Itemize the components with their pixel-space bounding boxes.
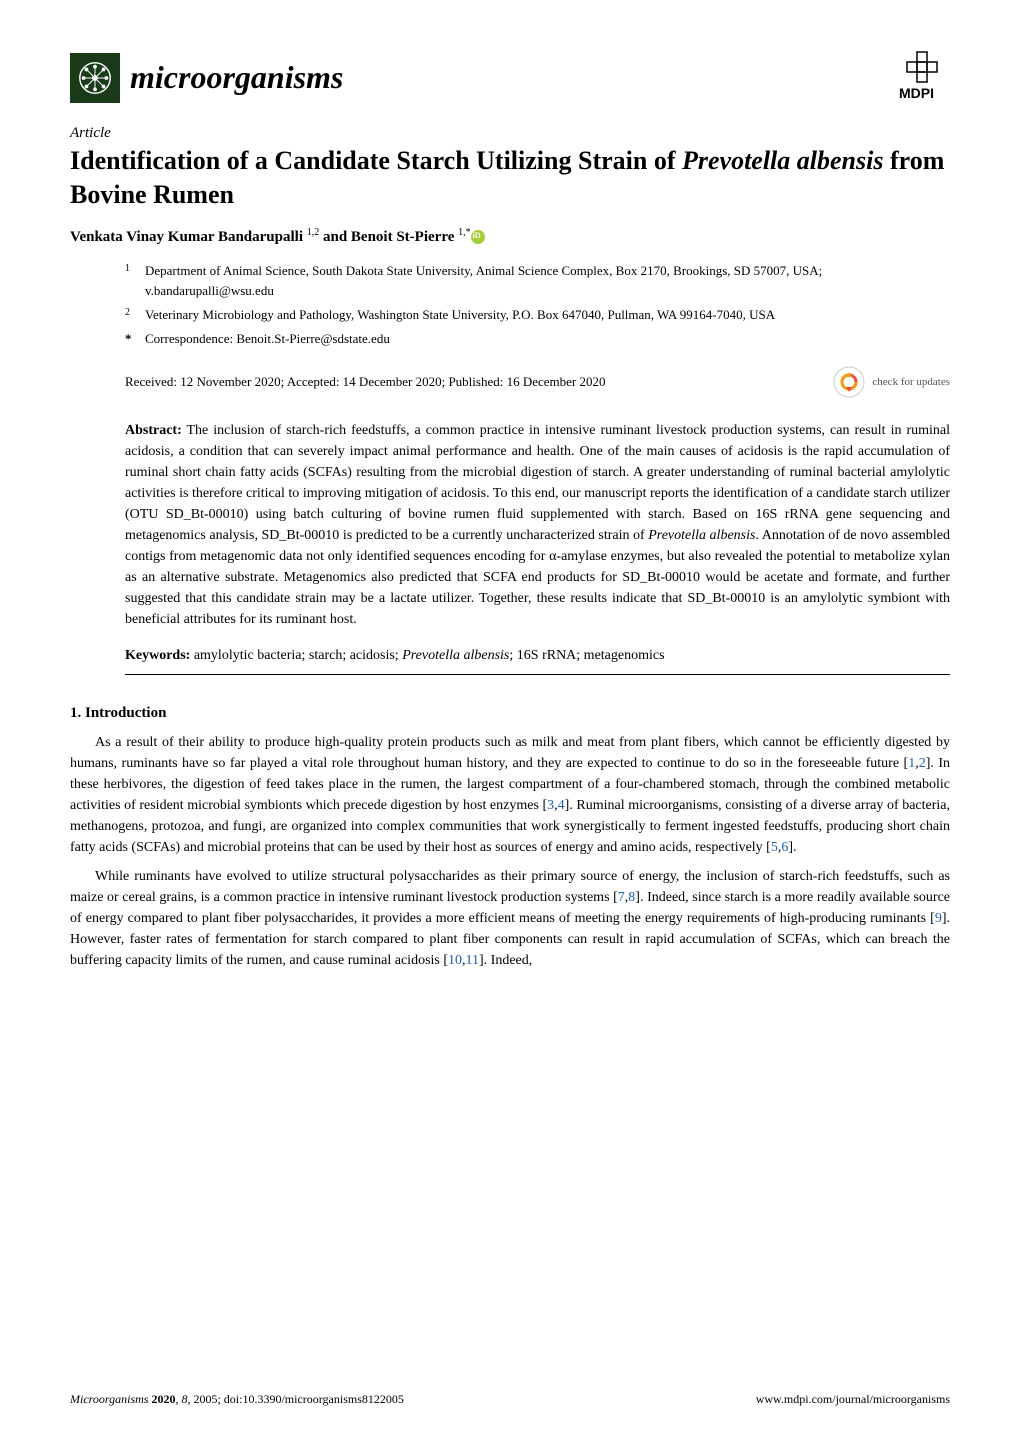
footer-journal: Microorganisms	[70, 1392, 151, 1406]
abstract-text: Abstract: The inclusion of starch-rich f…	[125, 420, 950, 630]
author2-sup: 1,	[458, 227, 466, 238]
author1-sup: 1,2	[307, 227, 320, 238]
title-italic: Prevotella albensis	[682, 146, 883, 175]
footer-doi: , 2005; doi:10.3390/microorganisms812200…	[187, 1392, 403, 1406]
affiliation-2: 2 Veterinary Microbiology and Pathology,…	[125, 305, 950, 326]
keywords-p1: amylolytic bacteria; starch; acidosis;	[190, 648, 402, 663]
ref-9[interactable]: 9	[935, 911, 942, 926]
orcid-icon[interactable]	[471, 230, 485, 244]
title-part1: Identification of a Candidate Starch Uti…	[70, 146, 682, 175]
check-updates[interactable]: check for updates	[832, 365, 950, 400]
divider	[125, 674, 950, 675]
aff-num-3: *	[125, 329, 145, 350]
article-title: Identification of a Candidate Starch Uti…	[70, 144, 950, 212]
check-updates-icon	[832, 365, 867, 400]
affiliations: 1 Department of Animal Science, South Da…	[125, 261, 950, 350]
header: microorganisms MDPI	[70, 50, 950, 105]
dates-row: Received: 12 November 2020; Accepted: 14…	[125, 365, 950, 400]
author2-asterisk: *	[466, 227, 471, 238]
abstract-p1: The inclusion of starch-rich feedstuffs,…	[125, 423, 950, 543]
aff-text-2: Veterinary Microbiology and Pathology, W…	[145, 305, 775, 326]
keywords-p2: ; 16S rRNA; metagenomics	[509, 648, 664, 663]
p2-part4: ]. Indeed,	[479, 953, 532, 968]
p1-part4: ].	[788, 840, 796, 855]
section-heading-1: 1. Introduction	[70, 705, 950, 722]
author-and: and Benoit St-Pierre	[319, 229, 458, 245]
journal-name: microorganisms	[130, 59, 343, 96]
affiliation-1: 1 Department of Animal Science, South Da…	[125, 261, 950, 303]
footer-left: Microorganisms 2020, 8, 2005; doi:10.339…	[70, 1392, 404, 1407]
keywords-section: Keywords: amylolytic bacteria; starch; a…	[125, 645, 950, 666]
mdpi-logo: MDPI	[895, 50, 950, 105]
ref-2[interactable]: 2	[919, 756, 926, 771]
correspondence: * Correspondence: Benoit.St-Pierre@sdsta…	[125, 329, 950, 350]
abstract-italic1: Prevotella albensis	[648, 528, 755, 543]
article-label: Article	[70, 125, 950, 142]
journal-logo: microorganisms	[70, 53, 343, 103]
journal-icon	[70, 53, 120, 103]
ref-5[interactable]: 5	[771, 840, 778, 855]
keywords-italic: Prevotella albensis	[402, 648, 509, 663]
svg-text:MDPI: MDPI	[899, 85, 934, 101]
footer: Microorganisms 2020, 8, 2005; doi:10.339…	[70, 1392, 950, 1407]
ref-11[interactable]: 11	[466, 953, 479, 968]
para-1: As a result of their ability to produce …	[70, 732, 950, 858]
ref-7[interactable]: 7	[618, 890, 625, 905]
footer-year: 2020	[151, 1392, 175, 1406]
authors: Venkata Vinay Kumar Bandarupalli 1,2 and…	[70, 227, 950, 246]
keywords-label: Keywords:	[125, 648, 190, 663]
abstract-section: Abstract: The inclusion of starch-rich f…	[125, 420, 950, 630]
para-2: While ruminants have evolved to utilize …	[70, 866, 950, 971]
ref-10[interactable]: 10	[448, 953, 462, 968]
footer-right[interactable]: www.mdpi.com/journal/microorganisms	[756, 1392, 950, 1407]
aff-text-1: Department of Animal Science, South Dako…	[145, 261, 950, 303]
dates: Received: 12 November 2020; Accepted: 14…	[125, 374, 606, 390]
check-updates-text: check for updates	[872, 376, 950, 388]
author1: Venkata Vinay Kumar Bandarupalli	[70, 229, 307, 245]
ref-4[interactable]: 4	[558, 798, 565, 813]
aff-num-1: 1	[125, 261, 145, 303]
aff-num-2: 2	[125, 305, 145, 326]
p1-part1: As a result of their ability to produce …	[70, 735, 950, 771]
abstract-label: Abstract:	[125, 423, 182, 438]
aff-text-3: Correspondence: Benoit.St-Pierre@sdstate…	[145, 329, 390, 350]
